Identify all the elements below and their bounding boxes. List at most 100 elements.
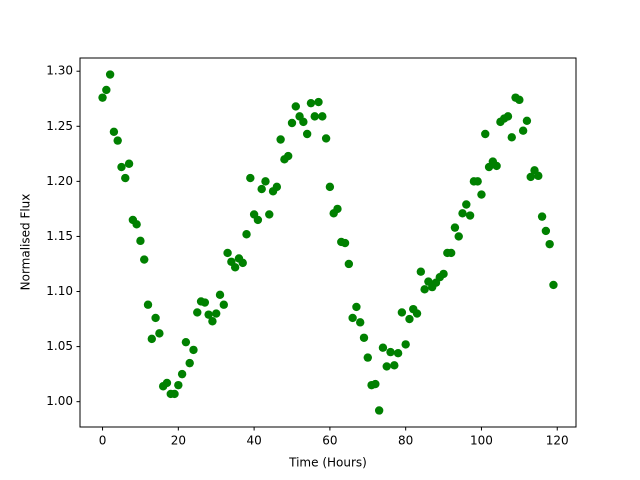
point [458, 209, 467, 218]
point [416, 267, 426, 276]
point [246, 173, 255, 183]
point [261, 177, 270, 186]
axes-frame [79, 57, 577, 428]
point [507, 133, 516, 142]
point [219, 300, 228, 309]
point [143, 300, 153, 309]
point [522, 116, 532, 125]
point [147, 334, 157, 344]
y-axis-label: Normalised Flux [19, 194, 33, 291]
point [382, 362, 391, 371]
point [344, 259, 354, 269]
point [117, 162, 126, 172]
point [253, 215, 263, 225]
point [465, 211, 475, 220]
point [401, 340, 410, 349]
y-tick-label: 1.15 [46, 229, 73, 243]
x-tick-label: 40 [246, 434, 261, 448]
point [503, 112, 513, 121]
point [356, 318, 365, 327]
point [371, 379, 380, 389]
point [265, 210, 274, 219]
point [390, 361, 399, 370]
point [439, 269, 448, 279]
point [405, 314, 414, 324]
point [359, 333, 369, 342]
point [393, 349, 403, 358]
point [302, 129, 312, 139]
point [492, 161, 501, 171]
x-tick-label: 20 [171, 434, 186, 448]
point [98, 93, 107, 102]
point [318, 112, 327, 121]
point [204, 310, 213, 319]
point [102, 85, 111, 95]
point [109, 127, 119, 136]
point [113, 136, 122, 145]
point [287, 118, 297, 128]
point [473, 177, 482, 186]
point [306, 98, 316, 108]
x-tick-label: 0 [99, 434, 107, 448]
x-axis-label: Time (Hours) [288, 456, 367, 470]
point [177, 369, 187, 379]
point [378, 343, 388, 352]
y-tick-label: 1.05 [46, 339, 73, 353]
point [193, 308, 202, 317]
point [325, 182, 335, 192]
point [124, 159, 134, 168]
point [136, 236, 145, 246]
point [155, 329, 164, 338]
point [238, 258, 247, 268]
point [537, 212, 547, 221]
point [340, 238, 350, 248]
point [526, 172, 535, 182]
point [215, 290, 225, 300]
point [333, 204, 342, 214]
point [257, 184, 266, 194]
point [450, 223, 460, 232]
point [230, 263, 240, 272]
x-tick-label: 60 [322, 434, 337, 448]
point [189, 345, 198, 355]
point [132, 220, 141, 229]
point [140, 255, 149, 264]
x-tick-label: 80 [398, 434, 413, 448]
y-tick-label: 1.10 [46, 284, 73, 298]
point [185, 358, 194, 368]
x-tick-label: 120 [546, 434, 569, 448]
point [541, 226, 551, 236]
point [284, 151, 293, 161]
point [397, 308, 407, 317]
point [181, 337, 191, 347]
point [162, 378, 172, 388]
x-tick-label: 100 [470, 434, 493, 448]
point [374, 406, 384, 415]
point [170, 389, 179, 399]
point [105, 70, 115, 79]
point [454, 232, 463, 241]
point [321, 134, 331, 143]
point [174, 380, 183, 390]
y-tick-label: 1.00 [46, 394, 73, 408]
point [314, 97, 323, 107]
point [446, 248, 456, 258]
point [200, 298, 210, 307]
point [462, 200, 471, 209]
point [412, 309, 422, 318]
point [534, 171, 543, 181]
point [549, 280, 558, 290]
point [291, 102, 300, 111]
point [276, 135, 285, 144]
point [208, 317, 217, 326]
point [477, 190, 486, 199]
point [242, 230, 251, 239]
point [363, 353, 372, 362]
point [515, 95, 524, 105]
y-tick-label: 1.25 [46, 119, 73, 133]
point [348, 313, 357, 323]
y-tick-label: 1.30 [46, 64, 73, 78]
point [151, 313, 160, 323]
point [518, 126, 528, 135]
